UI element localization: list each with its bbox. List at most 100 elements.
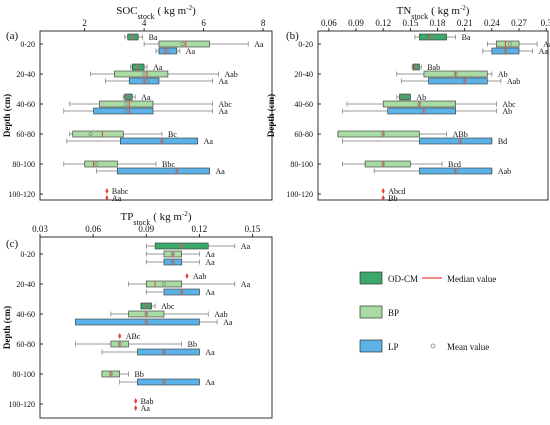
- plot-frame: [39, 30, 273, 201]
- single-value-marker: [118, 333, 122, 339]
- box-bp: Aab: [90, 70, 238, 79]
- mean-marker: [421, 109, 426, 113]
- significance-label: Aa: [205, 250, 215, 259]
- y-tick-label: 100-120: [8, 400, 35, 409]
- mean-marker: [145, 79, 150, 83]
- y-tick-label: 40-60: [16, 310, 35, 319]
- mean-marker: [503, 49, 508, 53]
- box-bp: Bab: [134, 397, 154, 406]
- significance-label: Aab: [224, 70, 237, 79]
- box-odcm: Ba: [124, 33, 158, 42]
- single-value-marker: [134, 398, 138, 404]
- iqr-box: [127, 33, 139, 41]
- y-tick-label: 100-120: [8, 190, 35, 199]
- legend-label-lp: LP: [388, 342, 399, 352]
- chart-panel: (b) TNstock( kg m-2) 0.06 0.09 0.12 0.15 0.18 0…: [266, 4, 550, 203]
- box-bp: Ab: [396, 70, 508, 79]
- panel-label: (b): [286, 30, 299, 42]
- mean-marker: [124, 109, 129, 113]
- x-tick-label: 0.24: [484, 18, 500, 28]
- significance-label: Aa: [141, 404, 151, 413]
- iqr-box: [84, 160, 118, 168]
- box-odcm: Aa: [122, 93, 151, 102]
- box-lp: Ab: [342, 107, 512, 116]
- x-tick-label: 8: [261, 18, 266, 28]
- title-units: ( kg m: [153, 211, 182, 223]
- x-tick-label: 0.12: [375, 18, 391, 28]
- iqr-box: [131, 63, 145, 71]
- box-lp: Aa: [96, 167, 225, 176]
- legend-label-bp: BP: [388, 308, 399, 318]
- mean-marker: [142, 72, 147, 76]
- mean-marker: [431, 35, 435, 39]
- x-tick-label: 0.15: [245, 224, 261, 234]
- panel-label: (a): [6, 30, 19, 42]
- mean-marker: [170, 260, 175, 264]
- panel-title: SOCstock( kg m-2): [116, 4, 196, 21]
- significance-label: Bbc: [162, 160, 175, 169]
- box-bp: Bbc: [63, 160, 175, 169]
- mean-marker: [162, 282, 166, 286]
- box-lp: Aa: [75, 318, 233, 327]
- x-tick-label: 4: [142, 18, 147, 28]
- significance-label: ABc: [126, 332, 141, 341]
- title-subscript: stock: [411, 12, 428, 21]
- iqr-box: [145, 280, 182, 288]
- significance-label: Aa: [219, 77, 229, 86]
- y-tick-label: 40-60: [294, 100, 313, 109]
- mean-marker: [174, 169, 179, 173]
- mean-marker: [413, 65, 418, 69]
- iqr-box: [137, 378, 200, 386]
- box-lp: Aa: [119, 378, 215, 387]
- iqr-box: [93, 107, 154, 115]
- chart-panel: (c) TPstock( kg m-2) 0.03 0.06 0.09 0.12 0.15 0…: [2, 210, 273, 419]
- box-lp: Aa: [145, 258, 215, 267]
- mean-marker: [458, 139, 463, 143]
- mean-marker: [381, 162, 386, 166]
- significance-label: Aa: [223, 318, 233, 327]
- y-tick-label: 60-80: [294, 130, 313, 139]
- chart-panel: (a) SOCstock( kg m-2) 2 4 6 8 0-20 20-40 40-60 60…: [2, 4, 273, 203]
- title-exponent: -2: [460, 4, 466, 12]
- title-units: ( kg m: [431, 5, 460, 17]
- y-tick-label: 40-60: [16, 100, 35, 109]
- mean-marker: [88, 132, 93, 136]
- single-value-marker: [381, 188, 385, 194]
- x-tick-label: 0.15: [402, 18, 418, 28]
- panel-label: (c): [6, 238, 19, 250]
- significance-label: Aa: [205, 378, 215, 387]
- iqr-box: [158, 47, 178, 55]
- box-lp: Aa: [66, 137, 213, 146]
- title-main: SOC: [116, 5, 137, 17]
- mean-marker: [462, 79, 467, 83]
- y-tick-label: 80-100: [12, 370, 35, 379]
- box-bp: ABb: [337, 130, 468, 139]
- y-axis-label: Depth (cm): [266, 94, 276, 137]
- mean-marker: [144, 304, 149, 308]
- significance-label: Aa: [254, 40, 264, 49]
- iqr-box: [124, 93, 133, 101]
- legend-mean-marker: [430, 343, 436, 349]
- mean-marker: [508, 42, 512, 46]
- single-value-marker: [105, 188, 109, 194]
- x-tick-label: 2: [82, 18, 87, 28]
- significance-label: Aa: [205, 288, 215, 297]
- legend-label-odcm: OD-CM: [388, 274, 418, 284]
- mean-marker: [403, 95, 408, 99]
- significance-label: Aa: [186, 47, 196, 56]
- iqr-box: [72, 130, 124, 138]
- panel-title: TNstock( kg m-2): [397, 4, 470, 21]
- y-tick-label: 60-80: [16, 340, 35, 349]
- significance-label: Aab: [214, 310, 227, 319]
- title-main: TP: [121, 211, 134, 223]
- significance-label: Bb: [188, 340, 197, 349]
- legend: OD-CM BP LP Median value Mean value: [359, 271, 496, 353]
- mean-marker: [453, 169, 458, 173]
- significance-label: Babc: [112, 187, 129, 196]
- box-bp: Aab: [110, 310, 228, 319]
- box-odcm: Bab: [411, 63, 440, 72]
- box-lp: Aa: [105, 194, 122, 203]
- significance-label: Abc: [219, 100, 233, 109]
- x-tick-label: 6: [201, 18, 206, 28]
